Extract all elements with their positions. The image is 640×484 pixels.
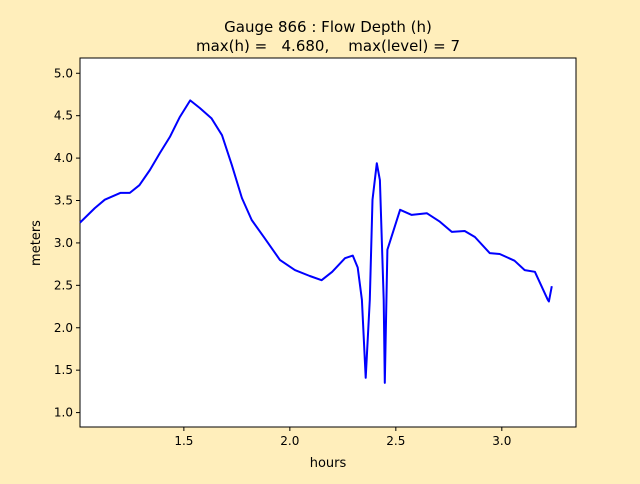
- x-tick-label: 2.0: [280, 434, 299, 448]
- y-tick-label: 2.0: [54, 321, 73, 335]
- x-tick-label: 2.5: [386, 434, 405, 448]
- y-tick-label: 3.0: [54, 236, 73, 250]
- y-tick-label: 5.0: [54, 66, 73, 80]
- y-tick-label: 4.5: [54, 109, 73, 123]
- chart-title: Gauge 866 : Flow Depth (h): [224, 18, 432, 36]
- x-tick-label: 1.5: [174, 434, 193, 448]
- y-tick-label: 4.0: [54, 151, 73, 165]
- y-axis-label: meters: [29, 220, 44, 266]
- series-line-h: [79, 99, 553, 384]
- y-tick-label: 2.5: [54, 278, 73, 292]
- y-tick-label: 1.5: [54, 363, 73, 377]
- x-tick-label: 3.0: [492, 434, 511, 448]
- y-tick-label: 1.0: [54, 406, 73, 420]
- plot-area: [79, 57, 577, 428]
- y-tick-label: 3.5: [54, 194, 73, 208]
- x-axis-label: hours: [310, 456, 347, 471]
- chart-subtitle: max(h) = 4.680, max(level) = 7: [196, 37, 460, 55]
